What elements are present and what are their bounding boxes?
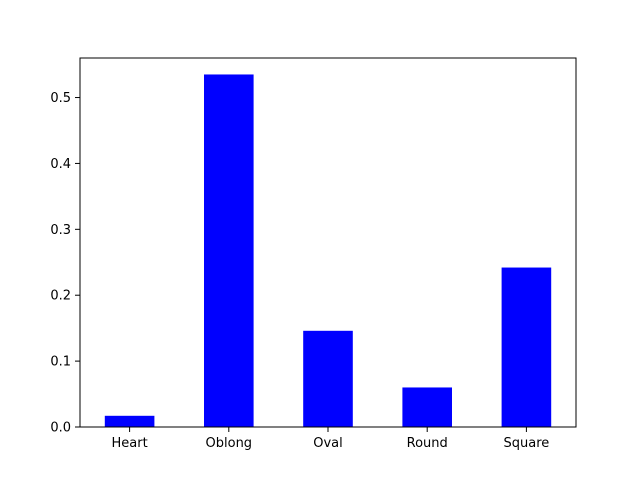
y-tick-label: 0.1: [50, 355, 71, 370]
y-tick-label: 0.0: [50, 421, 71, 436]
x-axis-ticks: Heart Oblong Oval Round Square: [112, 427, 550, 451]
bars-group: [104, 74, 552, 428]
bar-round: [402, 387, 452, 427]
plot-frame: [79, 57, 577, 428]
bar-heart: [104, 415, 155, 427]
x-tick-label: Heart: [112, 436, 148, 451]
y-tick-label: 0.4: [50, 157, 71, 172]
y-tick-label: 0.3: [50, 223, 71, 238]
y-tick-label: 0.2: [50, 289, 71, 304]
y-tick-label: 0.5: [50, 91, 71, 106]
x-tick-label: Round: [407, 436, 448, 451]
bar-oval: [303, 330, 353, 427]
y-axis-ticks: 0.0 0.1 0.2 0.3 0.4 0.5: [50, 91, 80, 436]
x-tick-label: Square: [504, 436, 550, 451]
bar-square: [501, 267, 552, 427]
x-tick-label: Oblong: [206, 436, 253, 451]
x-tick-label: Oval: [313, 436, 343, 451]
bar-oblong: [204, 74, 254, 428]
